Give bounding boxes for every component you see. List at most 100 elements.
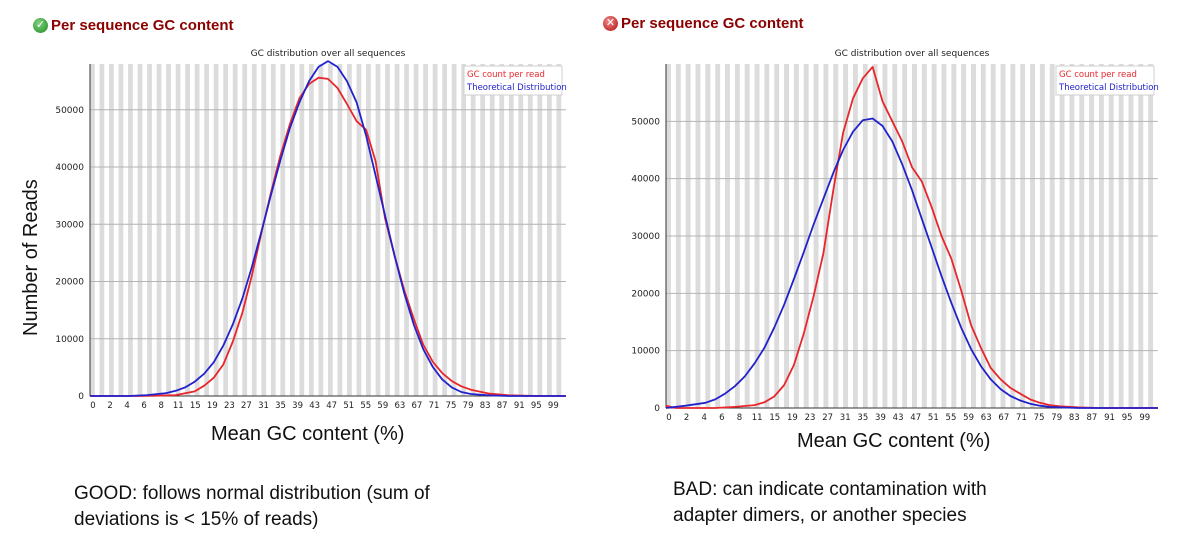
left-x-tick-label: 83 (480, 401, 491, 411)
left-band (204, 64, 209, 396)
right-y-tick-label: 30000 (631, 232, 660, 242)
left-x-tick-label: 87 (497, 401, 508, 411)
left-band (308, 64, 314, 396)
left-band (461, 64, 467, 396)
left-band (337, 64, 343, 396)
left-chart-title: GC distribution over all sequences (251, 49, 406, 59)
check-circle-icon: ✓ (33, 18, 48, 33)
left-band (147, 64, 152, 396)
left-x-tick-label: 27 (241, 401, 252, 411)
left-band (328, 64, 333, 396)
left-band (156, 64, 162, 396)
left-band (90, 64, 95, 396)
left-x-tick-label: 0 (90, 401, 95, 411)
right-x-tick-label: 75 (1034, 413, 1045, 423)
left-module-header: ✓ Per sequence GC content (33, 17, 234, 34)
left-band (280, 64, 286, 396)
left-band (423, 64, 428, 396)
right-x-tick-label: 51 (928, 413, 939, 423)
left-band (404, 64, 409, 396)
right-x-tick-label: 59 (963, 413, 974, 423)
right-x-tick-label: 39 (875, 413, 886, 423)
right-x-tick-label: 67 (998, 413, 1009, 423)
left-band (480, 64, 486, 396)
left-x-tick-label: 99 (548, 401, 559, 411)
left-x-tick-label: 35 (275, 401, 286, 411)
left-gc-chart: 0 10000 20000 30000 40000 50000 0 2 4 6 8 11 15 19 23 2… (55, 49, 567, 411)
left-band (489, 64, 495, 396)
left-band (432, 64, 438, 396)
left-band (537, 64, 543, 396)
left-band (394, 64, 400, 396)
left-band (166, 64, 171, 396)
right-y-tick-label: 20000 (631, 289, 660, 299)
left-x-tick-label: 51 (343, 401, 354, 411)
right-x-tick-label: 15 (769, 413, 780, 423)
left-band (99, 64, 105, 396)
right-panel: ✕ Per sequence GC content 0 10000 20000 300… (590, 0, 1187, 558)
left-x-tick-label: 23 (224, 401, 235, 411)
right-module-header: ✕ Per sequence GC content (603, 15, 804, 32)
right-x-tick-label: 6 (719, 413, 724, 423)
left-y-tick-label: 50000 (55, 106, 84, 116)
left-y-axis-title: Number of Reads (20, 179, 42, 336)
right-x-tick-label: 47 (910, 413, 921, 423)
left-band (499, 64, 505, 396)
right-x-tick-label: 31 (840, 413, 851, 423)
right-series-line-0 (665, 65, 1158, 409)
right-legend: GC count per read Theoretical Distributio… (1055, 65, 1159, 96)
left-band (128, 64, 133, 396)
left-legend-box (463, 65, 563, 96)
x-circle-icon: ✕ (603, 16, 618, 31)
right-x-tick-label: 95 (1122, 413, 1133, 423)
left-x-tick-label: 31 (258, 401, 269, 411)
right-caption-line1: BAD: can indicate contamination with (673, 479, 987, 500)
right-y-tick-label: 10000 (631, 347, 660, 357)
left-x-tick-label: 15 (190, 401, 201, 411)
left-caption-line2: deviations is < 15% of reads) (74, 509, 319, 530)
left-y-tick-label: 30000 (55, 220, 84, 230)
left-band (356, 64, 362, 396)
left-band (232, 64, 238, 396)
left-x-tick-label: 71 (429, 401, 440, 411)
left-band (556, 64, 562, 396)
right-x-tick-label: 55 (946, 413, 957, 423)
left-x-tick-label: 6 (141, 401, 146, 411)
left-x-tick-label: 55 (360, 401, 371, 411)
right-x-tick-label: 0 (666, 413, 671, 423)
right-chart-title: GC distribution over all sequences (835, 49, 990, 59)
left-band (518, 64, 524, 396)
left-band (546, 64, 552, 396)
left-x-tick-label: 8 (158, 401, 163, 411)
left-y-tick-label: 20000 (55, 278, 84, 288)
left-band (347, 64, 352, 396)
left-band (251, 64, 257, 396)
right-caption-line2: adapter dimers, or another species (673, 505, 967, 526)
right-x-tick-label: 87 (1087, 413, 1098, 423)
right-y-tick-label: 40000 (631, 175, 660, 185)
right-x-tick-label: 63 (981, 413, 992, 423)
right-series-line-1 (665, 117, 1158, 409)
right-y-tick-label: 0 (654, 404, 660, 414)
left-y-tick-label: 10000 (55, 335, 84, 345)
left-legend-entry: Theoretical Distribution (466, 83, 567, 93)
left-band (318, 64, 324, 396)
left-band (366, 64, 371, 396)
left-caption-line1: GOOD: follows normal distribution (sum o… (74, 483, 430, 504)
left-band (242, 64, 248, 396)
left-legend-entry: GC count per read (467, 70, 545, 80)
left-x-tick-label: 63 (394, 401, 405, 411)
left-x-tick-label: 4 (124, 401, 129, 411)
left-x-tick-label: 19 (207, 401, 218, 411)
left-series-line-0 (90, 76, 566, 397)
left-band (375, 64, 381, 396)
left-legend: GC count per read Theoretical Distributio… (463, 65, 567, 96)
right-x-axis-title: Mean GC content (%) (797, 430, 991, 452)
left-band (470, 64, 476, 396)
right-module-title: Per sequence GC content (621, 15, 804, 32)
right-caption: BAD: can indicate contamination with ada… (673, 477, 987, 529)
left-band (270, 64, 276, 396)
left-x-tick-label: 79 (463, 401, 474, 411)
left-band (527, 64, 533, 396)
right-legend-entry: Theoretical Distribution (1058, 83, 1159, 93)
